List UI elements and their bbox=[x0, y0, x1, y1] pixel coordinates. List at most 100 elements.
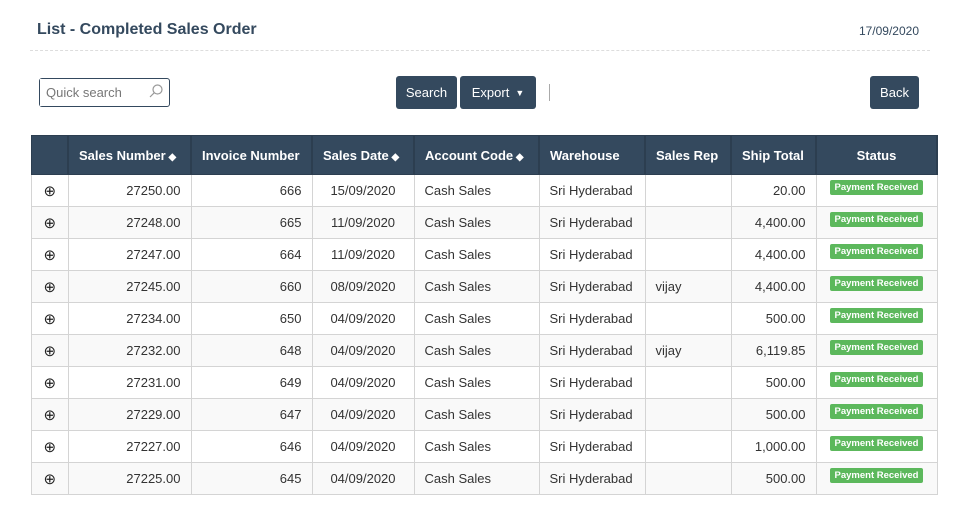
cell-sales-rep bbox=[644, 398, 732, 431]
cell-sales-number: 27229.00 bbox=[67, 398, 192, 431]
cell-invoice-number: 664 bbox=[190, 238, 313, 271]
expand-row-icon[interactable]: ⊕ bbox=[43, 374, 57, 392]
column-header-warehouse: Warehouse bbox=[538, 135, 646, 175]
sort-icon[interactable]: ◆ bbox=[513, 151, 524, 163]
export-label: Export bbox=[471, 85, 510, 100]
cell-account-code: Cash Sales bbox=[413, 334, 540, 367]
cell-ship-total: 500.00 bbox=[730, 302, 817, 335]
cell-invoice-number: 646 bbox=[190, 430, 313, 463]
expand-cell[interactable]: ⊕ bbox=[31, 174, 69, 207]
cell-status: Payment Received bbox=[815, 366, 938, 399]
cell-invoice-number: 645 bbox=[190, 462, 313, 495]
cell-sales-date: 04/09/2020 bbox=[311, 398, 415, 431]
expand-row-icon[interactable]: ⊕ bbox=[43, 470, 57, 488]
expand-row-icon[interactable]: ⊕ bbox=[43, 246, 57, 264]
quick-search-field[interactable] bbox=[39, 78, 170, 107]
cell-invoice-number: 666 bbox=[190, 174, 313, 207]
cell-invoice-number: 647 bbox=[190, 398, 313, 431]
cell-sales-date: 04/09/2020 bbox=[311, 430, 415, 463]
cell-warehouse: Sri Hyderabad bbox=[538, 238, 646, 271]
cell-sales-rep bbox=[644, 366, 732, 399]
cell-invoice-number: 660 bbox=[190, 270, 313, 303]
cell-account-code: Cash Sales bbox=[413, 206, 540, 239]
expand-cell[interactable]: ⊕ bbox=[31, 398, 69, 431]
cell-sales-rep bbox=[644, 462, 732, 495]
cell-sales-rep bbox=[644, 238, 732, 271]
search-button[interactable]: Search bbox=[396, 76, 457, 109]
cell-sales-rep bbox=[644, 430, 732, 463]
export-button[interactable]: Export ▼ bbox=[460, 76, 536, 109]
cell-sales-date: 04/09/2020 bbox=[311, 462, 415, 495]
expand-row-icon[interactable]: ⊕ bbox=[43, 438, 57, 456]
page-title: List - Completed Sales Order bbox=[37, 21, 257, 38]
search-icon[interactable] bbox=[149, 84, 163, 98]
cell-sales-number: 27247.00 bbox=[67, 238, 192, 271]
column-header-sales-number[interactable]: Sales Number ◆ bbox=[67, 135, 192, 175]
status-badge: Payment Received bbox=[829, 404, 924, 419]
column-header-label: Warehouse bbox=[550, 147, 620, 163]
cell-warehouse: Sri Hyderabad bbox=[538, 366, 646, 399]
sort-icon[interactable]: ◆ bbox=[165, 151, 177, 163]
expand-cell[interactable]: ⊕ bbox=[31, 238, 69, 271]
cell-status: Payment Received bbox=[815, 302, 938, 335]
expand-row-icon[interactable]: ⊕ bbox=[43, 310, 57, 328]
column-header-account-code[interactable]: Account Code ◆ bbox=[413, 135, 540, 175]
column-header-label: Sales Rep bbox=[656, 147, 719, 163]
cell-ship-total: 6,119.85 bbox=[730, 334, 817, 367]
expand-cell[interactable]: ⊕ bbox=[31, 430, 69, 463]
expand-cell[interactable]: ⊕ bbox=[31, 334, 69, 367]
cell-status: Payment Received bbox=[815, 430, 938, 463]
column-header-label: Ship Total bbox=[742, 147, 804, 163]
expand-cell[interactable]: ⊕ bbox=[31, 270, 69, 303]
cell-sales-rep bbox=[644, 206, 732, 239]
expand-row-icon[interactable]: ⊕ bbox=[43, 214, 57, 232]
cell-status: Payment Received bbox=[815, 206, 938, 239]
table-row: ⊕ 27229.00 647 04/09/2020 Cash Sales Sri Hyde… bbox=[31, 398, 938, 431]
cell-ship-total: 1,000.00 bbox=[730, 430, 817, 463]
cell-ship-total: 20.00 bbox=[730, 174, 817, 207]
sort-icon[interactable]: ◆ bbox=[388, 151, 400, 163]
expand-cell[interactable]: ⊕ bbox=[31, 462, 69, 495]
expand-cell[interactable]: ⊕ bbox=[31, 302, 69, 335]
expand-row-icon[interactable]: ⊕ bbox=[43, 342, 57, 360]
cell-sales-date: 11/09/2020 bbox=[311, 206, 415, 239]
cell-warehouse: Sri Hyderabad bbox=[538, 334, 646, 367]
expand-row-icon[interactable]: ⊕ bbox=[43, 182, 57, 200]
expand-row-icon[interactable]: ⊕ bbox=[43, 278, 57, 296]
toolbar-separator bbox=[549, 84, 550, 101]
status-badge: Payment Received bbox=[829, 372, 924, 387]
status-badge: Payment Received bbox=[829, 212, 924, 227]
cell-sales-rep bbox=[644, 302, 732, 335]
quick-search-input[interactable] bbox=[40, 79, 152, 106]
cell-sales-number: 27231.00 bbox=[67, 366, 192, 399]
cell-status: Payment Received bbox=[815, 238, 938, 271]
cell-ship-total: 500.00 bbox=[730, 366, 817, 399]
cell-sales-rep: vijay bbox=[644, 270, 732, 303]
cell-sales-rep: vijay bbox=[644, 334, 732, 367]
cell-status: Payment Received bbox=[815, 174, 938, 207]
column-header-label: Account Code bbox=[425, 147, 514, 163]
expand-cell[interactable]: ⊕ bbox=[31, 206, 69, 239]
cell-warehouse: Sri Hyderabad bbox=[538, 430, 646, 463]
table-row: ⊕ 27231.00 649 04/09/2020 Cash Sales Sri Hyde… bbox=[31, 366, 938, 399]
cell-sales-date: 11/09/2020 bbox=[311, 238, 415, 271]
sales-order-table: Sales Number ◆ Invoice Number Sales Date ◆… bbox=[31, 135, 938, 495]
cell-warehouse: Sri Hyderabad bbox=[538, 270, 646, 303]
expand-row-icon[interactable]: ⊕ bbox=[43, 406, 57, 424]
status-badge: Payment Received bbox=[829, 244, 924, 259]
cell-sales-number: 27234.00 bbox=[67, 302, 192, 335]
cell-invoice-number: 648 bbox=[190, 334, 313, 367]
table-row: ⊕ 27225.00 645 04/09/2020 Cash Sales Sri Hyde… bbox=[31, 462, 938, 495]
cell-ship-total: 4,400.00 bbox=[730, 270, 817, 303]
column-header-expand bbox=[31, 135, 69, 175]
status-badge: Payment Received bbox=[829, 276, 924, 291]
cell-sales-number: 27225.00 bbox=[67, 462, 192, 495]
column-header-sales-date[interactable]: Sales Date ◆ bbox=[311, 135, 415, 175]
expand-cell[interactable]: ⊕ bbox=[31, 366, 69, 399]
cell-status: Payment Received bbox=[815, 270, 938, 303]
back-button[interactable]: Back bbox=[870, 76, 919, 109]
cell-sales-number: 27232.00 bbox=[67, 334, 192, 367]
cell-ship-total: 500.00 bbox=[730, 398, 817, 431]
cell-sales-date: 15/09/2020 bbox=[311, 174, 415, 207]
cell-invoice-number: 649 bbox=[190, 366, 313, 399]
